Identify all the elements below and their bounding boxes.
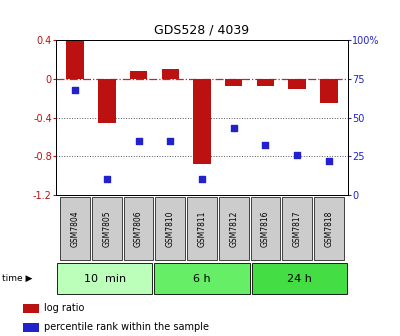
Bar	[66, 40, 84, 79]
Text: 10  min: 10 min	[84, 274, 126, 284]
Point	[167, 138, 174, 143]
Text: GSM7805: GSM7805	[102, 210, 111, 247]
Bar	[23, 323, 38, 332]
Bar	[130, 71, 147, 79]
Bar	[162, 69, 179, 79]
Point	[135, 138, 142, 143]
Point	[230, 126, 237, 131]
Point	[72, 87, 78, 92]
Text: GSM7806: GSM7806	[134, 210, 143, 247]
Bar	[193, 79, 211, 164]
Bar	[23, 304, 38, 312]
FancyBboxPatch shape	[57, 263, 152, 294]
Text: GSM7817: GSM7817	[293, 210, 302, 247]
Text: log ratio: log ratio	[44, 303, 84, 313]
FancyBboxPatch shape	[154, 263, 250, 294]
Text: time ▶: time ▶	[2, 275, 32, 283]
Text: 24 h: 24 h	[287, 274, 312, 284]
Text: GSM7816: GSM7816	[261, 210, 270, 247]
Text: GSM7810: GSM7810	[166, 210, 175, 247]
FancyBboxPatch shape	[155, 197, 185, 260]
FancyBboxPatch shape	[124, 197, 154, 260]
FancyBboxPatch shape	[60, 197, 90, 260]
FancyBboxPatch shape	[250, 197, 280, 260]
FancyBboxPatch shape	[92, 197, 122, 260]
Text: GSM7811: GSM7811	[198, 210, 206, 247]
FancyBboxPatch shape	[219, 197, 249, 260]
Point	[262, 143, 269, 148]
Point	[326, 158, 332, 164]
Bar	[288, 79, 306, 89]
FancyBboxPatch shape	[187, 197, 217, 260]
Point	[294, 152, 300, 157]
Point	[104, 177, 110, 182]
FancyBboxPatch shape	[282, 197, 312, 260]
Text: GSM7812: GSM7812	[229, 210, 238, 247]
Bar	[225, 79, 242, 86]
Text: GSM7804: GSM7804	[70, 210, 80, 247]
Text: GDS528 / 4039: GDS528 / 4039	[154, 24, 250, 37]
Text: percentile rank within the sample: percentile rank within the sample	[44, 322, 209, 332]
FancyBboxPatch shape	[314, 197, 344, 260]
Bar	[98, 79, 116, 123]
Text: 6 h: 6 h	[193, 274, 211, 284]
FancyBboxPatch shape	[252, 263, 347, 294]
Bar	[257, 79, 274, 86]
Text: GSM7818: GSM7818	[324, 210, 334, 247]
Bar	[320, 79, 338, 103]
Point	[199, 177, 205, 182]
